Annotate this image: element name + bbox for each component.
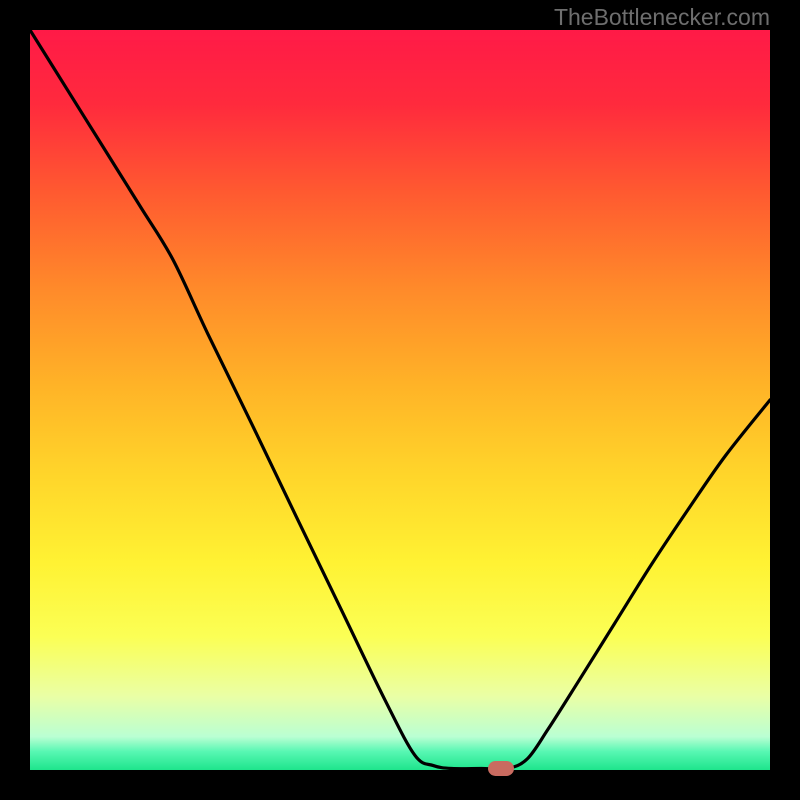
plot-area [30,30,770,770]
optimum-marker [488,761,514,776]
chart-frame: TheBottlenecker.com [0,0,800,800]
bottleneck-curve [30,30,770,770]
watermark-text: TheBottlenecker.com [554,4,770,31]
